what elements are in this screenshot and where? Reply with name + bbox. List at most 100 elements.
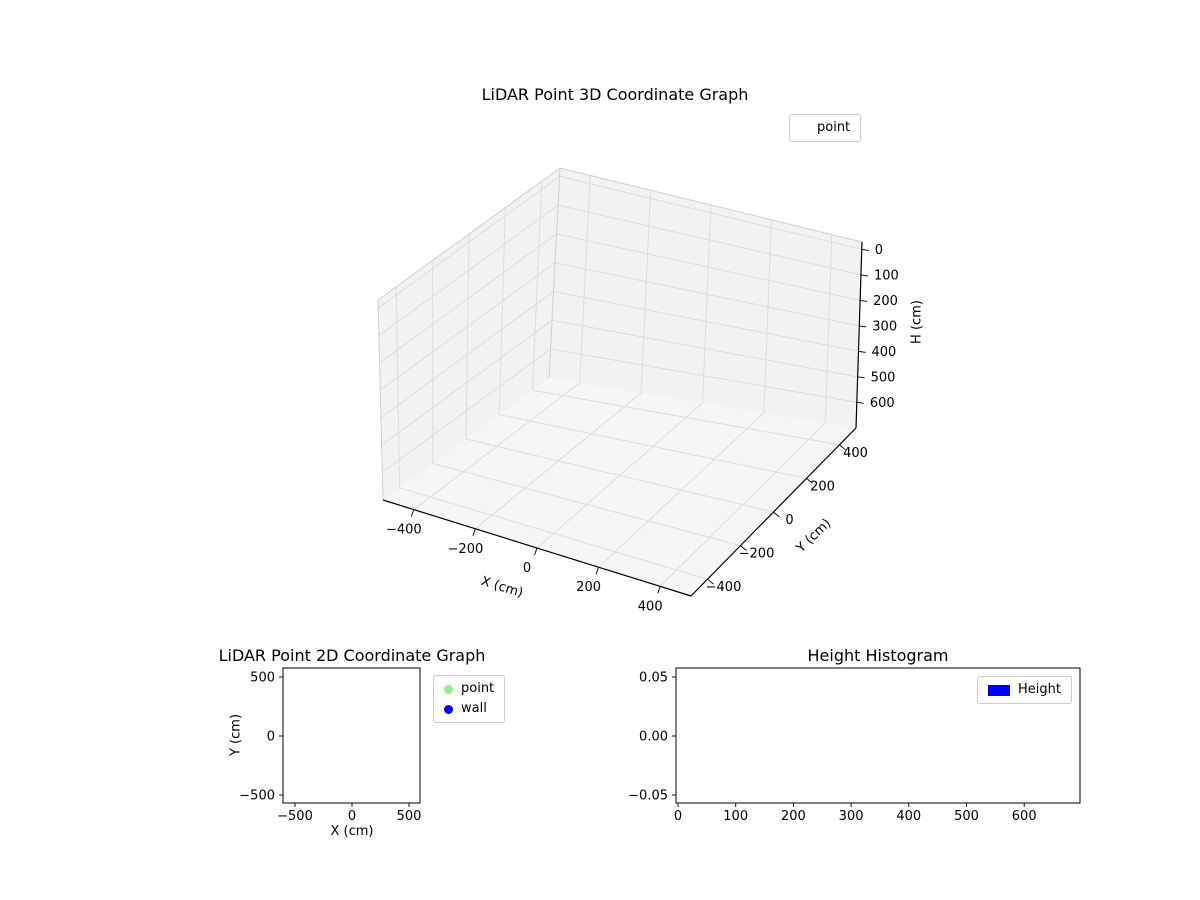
z-tick-label: 600 [870,396,895,411]
x-tick-label: −200 [448,542,484,557]
plot2d-ylabel: Y (cm) [228,713,244,757]
y-tick-label: 500 [250,671,275,686]
hist-legend: Height [977,676,1072,704]
plot2d-title: LiDAR Point 2D Coordinate Graph [218,646,486,665]
z-tick-label: 500 [871,370,896,385]
y-tick-mark [773,511,780,518]
grid-line-x [579,175,591,384]
y-tick-label: −200 [739,547,775,562]
point-marker-icon [800,123,809,133]
x-tick-label: 0 [523,561,531,576]
x-tick-label: 500 [397,809,422,824]
wall-marker-icon [444,704,453,714]
y-tick-label: 0 [267,730,275,745]
plot3d-title: LiDAR Point 3D Coordinate Graph [481,85,749,104]
box-edge [548,167,561,379]
y-tick-mark [740,545,747,551]
grid-line-z [557,204,862,276]
z-tick-label: 100 [874,268,899,283]
plot2d-legend: point wall [433,675,506,723]
y-tick-label: 0.05 [639,671,668,686]
z-tick-mark [857,376,865,379]
grid-line-y [465,233,470,440]
x-tick-mark [410,509,415,517]
x-tick-mark [595,567,600,575]
grid-line-z [378,204,559,336]
y-tick-label: −0.05 [628,789,668,804]
x-tick-mark [472,528,476,536]
z-tick-label: 400 [871,345,896,360]
grid-line-z [554,262,860,327]
grid-line-z [556,233,861,301]
y-tick-label: 400 [843,446,868,461]
z-axis-line [855,241,863,429]
y-tick-label: 200 [810,479,835,494]
hist-title: Height Histogram [807,646,949,665]
legend-label-point: point [461,681,495,696]
y-tick-mark [806,478,813,484]
pane-floor [383,378,856,596]
legend-row: wall [434,699,504,719]
plot2d-xlabel: X (cm) [330,824,374,839]
x-tick-label: −400 [386,523,422,538]
grid-line-z [559,175,862,250]
z-tick-mark [858,350,866,353]
grid-line-z [377,175,560,309]
z-tick-mark [859,325,867,328]
grid-line-x [598,412,765,568]
z-tick-label: 300 [872,319,897,334]
grid-line-z [551,319,858,378]
z-tick-mark [860,274,869,277]
x-tick-label: 200 [576,580,601,595]
grid-line-y [498,207,506,415]
box-edge [377,167,561,301]
x-tick-label: 400 [896,809,921,824]
point-marker-icon [444,684,453,694]
grid-line-y [395,286,401,488]
grid-line-z [381,319,553,446]
x-tick-mark [534,547,538,556]
z-tick-label: 0 [875,243,883,258]
grid-line-y [499,414,807,479]
y-tick-label: 0 [785,513,793,528]
x-tick-label: 0 [674,809,682,824]
legend-row: point [790,118,860,138]
legend-label-height: Height [1018,682,1061,697]
pane-left [378,168,560,500]
plot3d-legend: point [789,114,862,142]
legend-row: point [434,679,504,699]
z-tick-mark [856,401,864,404]
box-edge [377,299,384,501]
grid-line-z [380,291,554,419]
grid-line-x [640,190,652,394]
x-tick-mark [657,586,661,594]
grid-line-x [824,234,833,424]
grid-line-z [550,348,857,403]
x-tick-label: −500 [277,809,313,824]
grid-line-z [379,233,557,364]
plot3d-zlabel: H (cm) [909,300,925,344]
x-tick-label: 300 [839,809,864,824]
grid-line-z [553,290,859,352]
grid-line-y [532,389,840,446]
grid-line-x [702,204,712,404]
grid-line-y [531,181,543,391]
y-tick-mark [707,578,714,585]
z-tick-label: 200 [873,294,898,309]
plot2d-axes-box [282,667,421,804]
y-tick-label: 0.00 [639,730,668,745]
grid-line-x [763,219,772,414]
x-tick-label: 0 [348,809,356,824]
legend-row: Height [978,680,1071,700]
grid-line-z [379,262,556,391]
z-tick-mark [860,299,868,302]
x-tick-label: 600 [1012,809,1037,824]
x-tick-label: 200 [781,809,806,824]
y-tick-label: −500 [239,789,275,804]
x-tick-label: 500 [954,809,979,824]
y-tick-label: −400 [706,580,742,595]
height-swatch-icon [988,684,1010,696]
legend-label-wall: wall [461,701,487,716]
